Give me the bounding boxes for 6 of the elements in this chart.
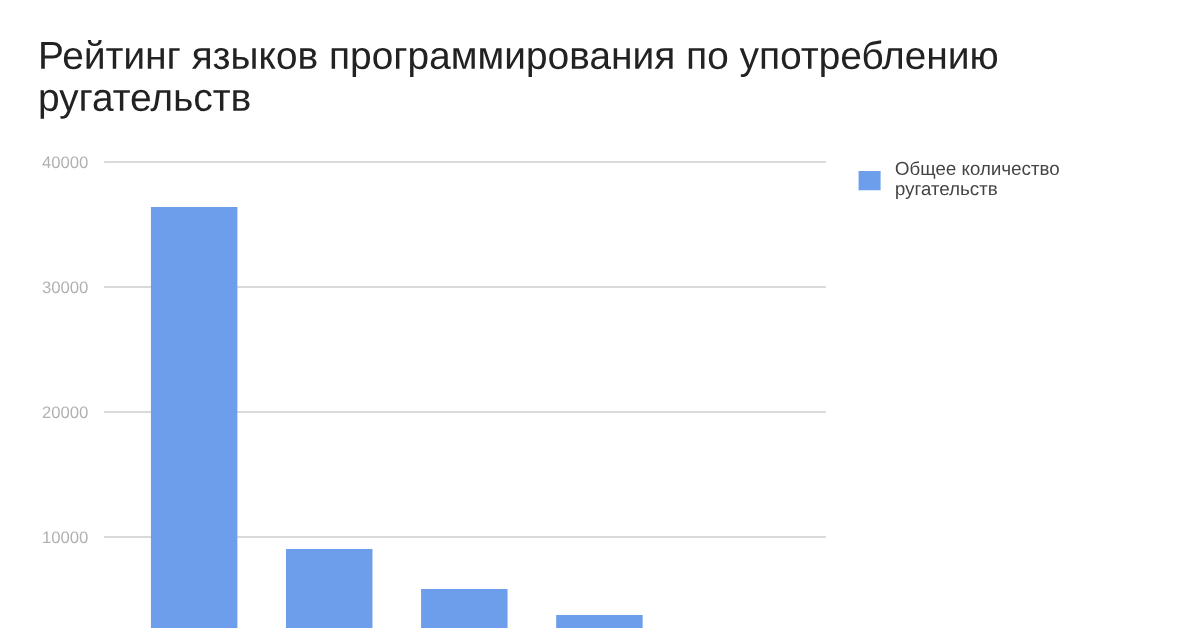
legend-label: Общее количество ругательств xyxy=(895,161,1059,199)
chart-title: Рейтинг языков программирования по употреблению ругательств xyxy=(40,40,998,119)
y-tick-label: 40000 xyxy=(42,156,88,169)
y-tick-label: 30000 xyxy=(42,281,88,294)
y-tick-label: 20000 xyxy=(42,406,88,419)
y-tick-label: 10000 xyxy=(43,531,88,544)
